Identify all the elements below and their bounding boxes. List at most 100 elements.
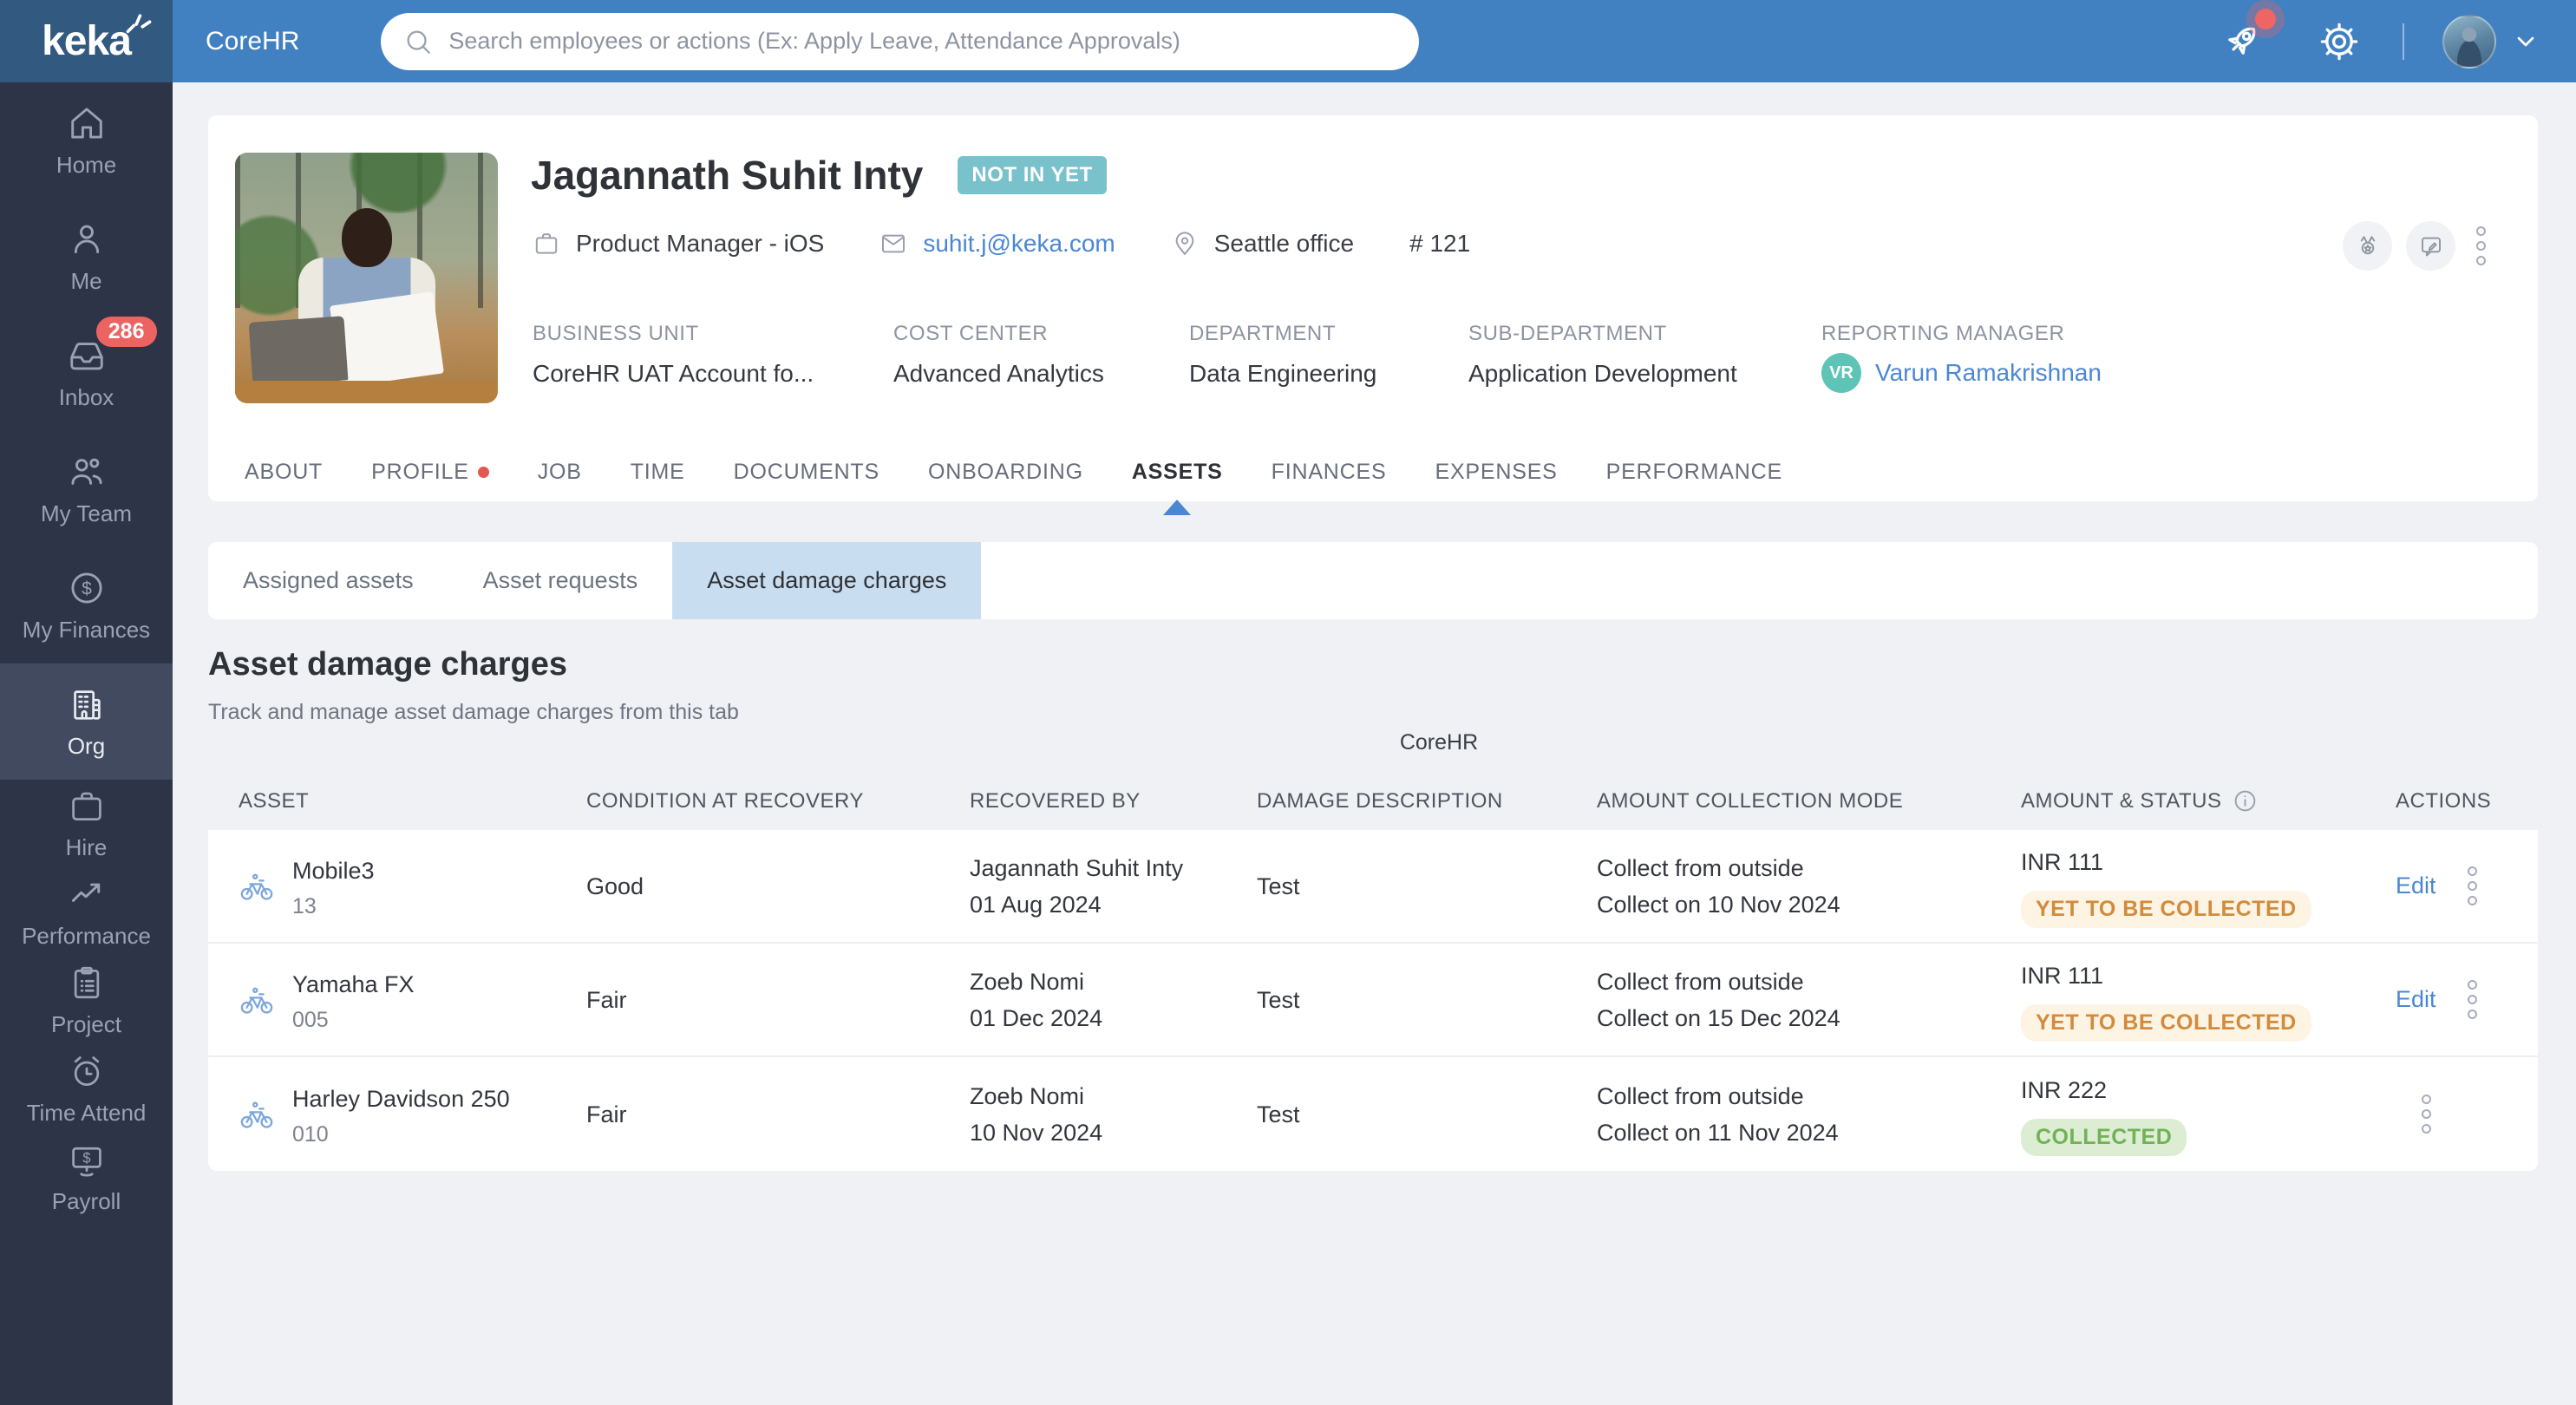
office-location: Seattle office [1213,230,1355,257]
collection-date: Collect on 15 Dec 2024 [1597,1004,1840,1031]
row-more-actions-kebab[interactable] [2461,859,2484,912]
field-label: REPORTING MANAGER [1821,322,2065,345]
sidebar-item-performance[interactable]: Performance [0,868,173,957]
building-icon [73,689,101,720]
chevron-down-icon[interactable] [2512,28,2540,56]
tab-finances[interactable]: FINANCES [1272,460,1387,485]
edit-link[interactable]: Edit [2396,986,2436,1012]
photo-laptop [248,316,349,387]
sidebar-label: Inbox [58,383,114,410]
message-edit-icon [2421,237,2441,256]
tab-about[interactable]: ABOUT [245,460,323,485]
keka-logo[interactable]: keka [0,0,173,82]
search-input[interactable] [448,28,1397,55]
corehr-watermark: CoreHR [1399,730,1479,755]
col-header-recovered-by: RECOVERED BY [970,788,1141,813]
main-content: Jagannath Suhit Inty NOT IN YET Product … [173,82,2576,1405]
damage-description-cell: Test [1257,872,1300,899]
tab-label: ASSETS [1131,460,1223,484]
col-header-condition: CONDITION AT RECOVERY [586,788,864,813]
tab-job[interactable]: JOB [538,460,582,485]
notification-dot [2255,8,2276,29]
tab-label: FINANCES [1271,460,1387,484]
inbox-icon-wrap: 286 [67,316,157,376]
search-icon [407,30,431,54]
gear-icon [2320,23,2358,60]
recovered-on-date: 01 Dec 2024 [970,1004,1103,1031]
row-more-actions-kebab[interactable] [2461,973,2484,1026]
asset-cell: Yamaha FX 005 [239,966,586,1033]
status-badge: YET TO BE COLLECTED [2021,891,2311,928]
col-header-actions: ACTIONS [2396,788,2492,813]
reporting-manager-row: VR Varun Ramakrishnan [1821,353,2102,393]
field-label: COST CENTER [893,322,1049,345]
inbox-count-badge: 286 [95,316,157,347]
sidebar-item-org[interactable]: Org [0,663,173,780]
row-more-actions-kebab[interactable] [2415,1088,2438,1140]
subtab-label: Asset damage charges [707,567,947,593]
sidebar-item-time-attend[interactable]: Time Attend [0,1045,173,1134]
sidebar-item-inbox[interactable]: 286 Inbox [0,315,173,431]
subtab-asset-requests[interactable]: Asset requests [448,542,673,619]
col-header-label: AMOUNT & STATUS [2021,788,2222,813]
damage-description-cell: Test [1257,1101,1300,1127]
tab-label: PROFILE [371,460,469,484]
whats-new-rocket-button[interactable] [2219,8,2276,64]
sidebar-item-project[interactable]: Project [0,957,173,1045]
praise-button[interactable] [2343,221,2392,271]
photo-desk [235,381,498,403]
dollar-circle-icon: $ [70,572,102,604]
photo-person-head [341,207,392,267]
email-item: suhit.j@keka.com [879,230,1115,258]
tab-documents[interactable]: DOCUMENTS [734,460,879,485]
table-row: Yamaha FX 005 Fair Zoeb Nomi 01 Dec 2024… [208,944,2538,1057]
tab-onboarding[interactable]: ONBOARDING [928,460,1083,485]
amount-status-cell: INR 222 COLLECTED [2021,1072,2396,1156]
attendance-status-badge: NOT IN YET [958,156,1107,194]
tab-assets[interactable]: ASSETS [1132,460,1223,485]
sidebar-item-home[interactable]: Home [0,82,173,199]
sidebar-label: Home [56,151,117,178]
team-icon [70,458,102,485]
amount: INR 222 [2021,1077,2108,1103]
tab-performance[interactable]: PERFORMANCE [1606,460,1782,485]
field-value: Data Engineering [1189,360,1377,387]
status-badge: COLLECTED [2021,1119,2187,1156]
settings-button[interactable] [2318,20,2361,63]
subtab-asset-damage-charges[interactable]: Asset damage charges [672,542,982,619]
field-label: BUSINESS UNIT [533,322,699,345]
topbar-divider [2403,23,2404,60]
sidebar-item-my-finances[interactable]: $ My Finances [0,547,173,663]
col-header-damage-description: DAMAGE DESCRIPTION [1257,788,1503,813]
tab-profile[interactable]: PROFILE [371,460,489,485]
collection-mode-cell: Collect from outside Collect on 11 Nov 2… [1597,1078,2021,1151]
user-avatar[interactable] [2442,14,2496,69]
col-header-asset: ASSET [239,788,310,813]
tab-label: ONBOARDING [927,460,1083,484]
topbar-actions [2219,8,2576,69]
employee-email-link[interactable]: suhit.j@keka.com [923,230,1115,257]
profile-tabs: ABOUT PROFILE JOB TIME DOCUMENTS ONBOARD… [208,443,2538,501]
sidebar-item-me[interactable]: Me [0,199,173,315]
table-header-row: ASSET CONDITION AT RECOVERY RECOVERED BY… [208,772,2538,830]
briefcase-icon [71,792,101,820]
sidebar-item-payroll[interactable]: $ Payroll [0,1134,173,1222]
tab-expenses[interactable]: EXPENSES [1435,460,1557,485]
subtab-assigned-assets[interactable]: Assigned assets [208,542,448,619]
sidebar-label: Time Attend [26,1099,147,1126]
asset-id: 010 [292,1122,329,1147]
feedback-button[interactable] [2406,221,2455,271]
sidebar-item-my-team[interactable]: My Team [0,431,173,547]
field-value: Advanced Analytics [893,360,1104,387]
global-search[interactable] [381,12,1420,70]
sidebar-item-hire[interactable]: Hire [0,780,173,868]
info-icon[interactable] [2233,788,2258,814]
edit-link[interactable]: Edit [2396,872,2436,899]
employee-header-actions [2343,219,2493,272]
tab-time[interactable]: TIME [631,460,685,485]
employee-more-actions-kebab[interactable] [2469,219,2493,272]
manager-name-link[interactable]: Varun Ramakrishnan [1875,359,2102,386]
tab-label: TIME [630,460,685,484]
sidebar-label: Payroll [51,1187,121,1214]
damage-description-cell: Test [1257,986,1300,1013]
